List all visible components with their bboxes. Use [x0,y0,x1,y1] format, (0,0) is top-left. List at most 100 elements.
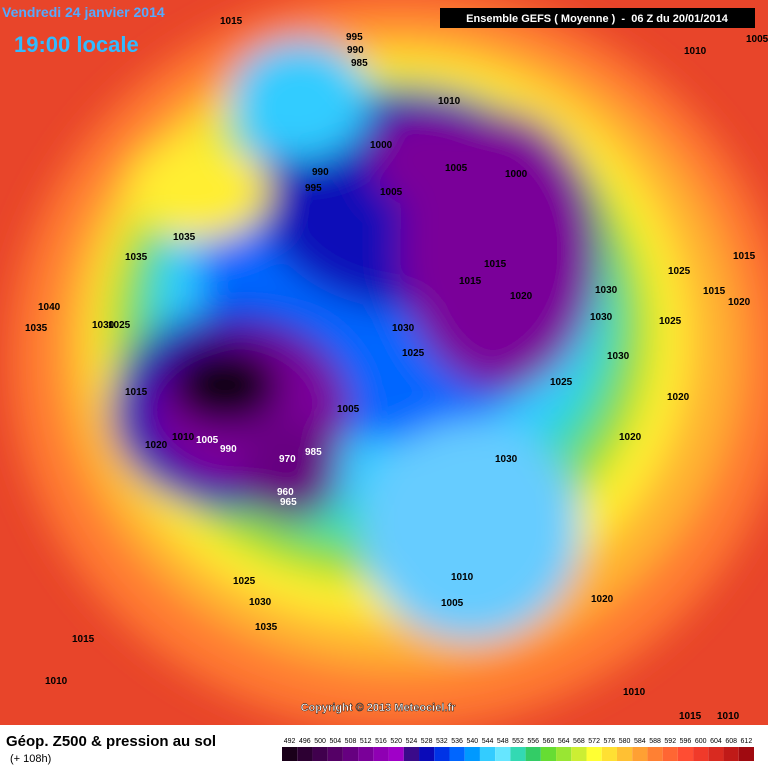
isobar-label: 1030 [249,597,272,608]
isobar-label: 1020 [667,392,690,403]
isobar-label: 1020 [591,594,614,605]
scale-swatch [495,747,511,761]
scale-swatch [388,747,404,761]
scale-label: 584 [634,738,646,745]
isobar-label: 1005 [445,163,468,174]
isobar-label: 1025 [668,266,691,277]
isobar-label: 1030 [595,285,618,296]
isobar-label: 1015 [459,276,482,287]
scale-swatch [403,747,420,761]
scale-label: 548 [497,738,509,745]
scale-swatch [510,747,526,761]
isobar-label: 1005 [746,34,768,45]
time: 19:00 locale [14,32,139,57]
scale-label: 576 [604,738,616,745]
isobar-label: 1010 [717,711,740,722]
scale-label: 496 [299,738,311,745]
isobar-label: 1000 [370,140,393,151]
scale-swatch [708,747,724,761]
isobar-label: 1005 [196,435,219,446]
scale-swatch [525,747,541,761]
scale-label: 564 [558,738,570,745]
footer-title: Géop. Z500 & pression au sol [6,733,216,750]
scale-swatch [738,747,754,761]
isobar-label: 985 [351,58,368,69]
isobar-label: 1020 [510,291,533,302]
isobar-label: 1015 [703,286,726,297]
scale-swatch [586,747,602,761]
isobar-label: 1005 [380,187,403,198]
scale-label: 572 [588,738,600,745]
isobar-label: 1015 [733,251,756,262]
isobar-label: 1010 [684,46,707,57]
isobar-label: 990 [312,167,329,178]
isobar-label: 1010 [45,676,68,687]
scale-swatch [297,747,313,761]
run-info: Ensemble GEFS ( Moyenne ) - 06 Z du 20/0… [466,13,729,25]
isobar-label: 1030 [607,351,630,362]
isobar-label: 1015 [220,16,243,27]
scale-label: 604 [710,738,722,745]
scale-swatch [693,747,709,761]
scale-swatch [342,747,359,761]
isobar-label: 1040 [38,302,61,313]
scale-swatch [449,747,465,761]
scale-label: 592 [664,738,676,745]
isobar-label: 1035 [173,232,196,243]
scale-label: 512 [360,738,372,745]
isobar-label: 1005 [337,404,360,415]
isobar-label: 1035 [255,622,278,633]
run-banner [440,8,755,28]
isobar-label: 1010 [623,687,646,698]
isobar-label: 995 [305,183,322,194]
scale-label: 504 [329,738,341,745]
scale-swatch [662,747,678,761]
scale-label: 492 [284,738,296,745]
scale-label: 532 [436,738,448,745]
isobar-label: 1010 [451,572,474,583]
scale-label: 508 [345,738,357,745]
scale-swatch [647,747,663,761]
scale-label: 588 [649,738,661,745]
scale-label: 612 [741,738,753,745]
scale-label: 608 [725,738,737,745]
isobar-label: 1015 [72,634,95,645]
scale-label: 520 [390,738,402,745]
isobar-label: 1010 [172,432,195,443]
scale-label: 556 [527,738,539,745]
isobar-label: 990 [347,45,364,56]
isobar-label: 970 [279,454,296,465]
date: Vendredi 24 janvier 2014 [2,4,165,20]
isobar-label: 1000 [505,169,528,180]
isobar-label: 1025 [402,348,425,359]
isobar-label: 965 [280,497,297,508]
isobar-label: 1035 [125,252,148,263]
scale-swatch [358,747,374,761]
scale-swatch [479,747,496,761]
scale-label: 500 [314,738,326,745]
isobar-label: 1020 [619,432,642,443]
scale-swatch [373,747,389,761]
isobar-label: 990 [220,444,237,455]
isobar-label: 1025 [108,320,131,331]
isobar-label: 1020 [728,297,751,308]
scale-label: 536 [451,738,463,745]
scale-swatch [464,747,480,761]
isobar-label: 1035 [25,323,48,334]
isobar-label: 1030 [392,323,415,334]
footer-subtitle: (+ 108h) [10,753,51,765]
scale-label: 580 [619,738,631,745]
map-background [0,0,768,730]
copyright: Copyright © 2013 Meteociel.fr [301,702,457,714]
scale-label: 600 [695,738,707,745]
isobar-label: 1030 [92,320,115,331]
scale-label: 544 [482,738,494,745]
scale-swatch [723,747,739,761]
scale-swatch [282,747,298,761]
isobar-label: 995 [346,32,363,43]
scale-swatch [556,747,572,761]
isobar-label: 985 [305,447,322,458]
isobar-label: 1015 [484,259,507,270]
isobar-label: 1015 [125,387,148,398]
